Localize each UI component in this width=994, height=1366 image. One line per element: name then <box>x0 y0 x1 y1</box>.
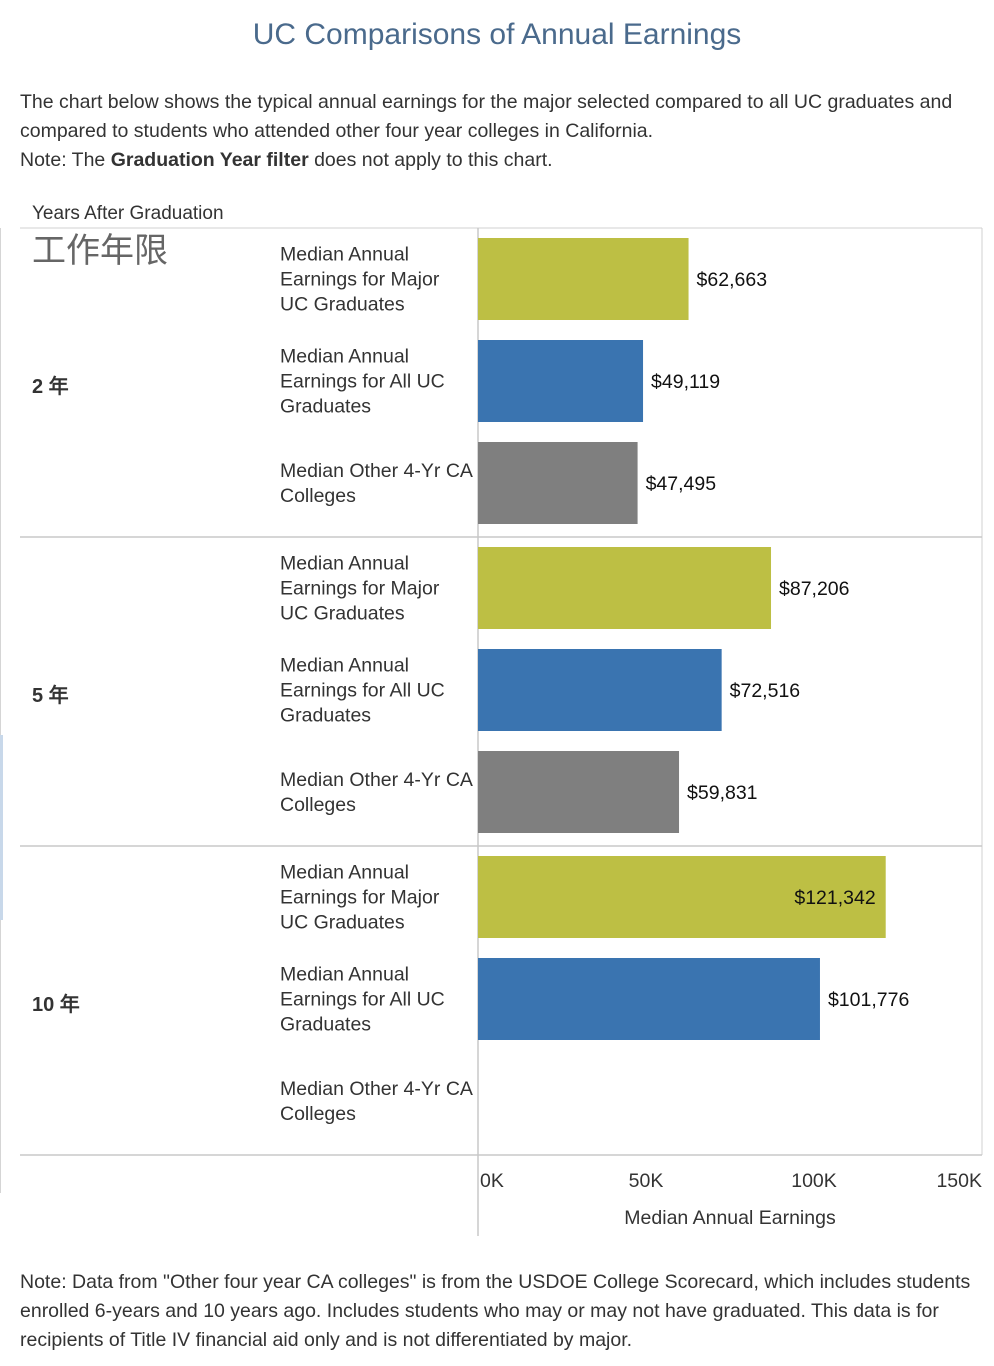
category-label: Median Other 4-Yr CA Colleges <box>280 460 473 507</box>
category-label: Median Annual Earnings for Major UC Gradua… <box>280 553 440 625</box>
x-tick-label: 150K <box>936 1170 982 1192</box>
description-note-prefix: Note: The <box>20 149 111 171</box>
bar-value-label: $72,516 <box>730 680 801 702</box>
scroll-thumb[interactable] <box>0 735 3 920</box>
x-axis-label: Median Annual Earnings <box>624 1207 836 1229</box>
group-label: 10 年 <box>32 992 80 1016</box>
x-tick-label: 50K <box>629 1170 664 1192</box>
category-label: Median Other 4-Yr CA Colleges <box>280 1078 473 1125</box>
description-note-bold: Graduation Year filter <box>110 149 309 171</box>
bar-value-label: $47,495 <box>646 473 717 495</box>
category-label: Median Annual Earnings for Major UC Gradua… <box>280 862 440 934</box>
bar-value-label: $101,776 <box>828 989 909 1011</box>
bar[interactable] <box>478 238 689 320</box>
scroll-rail <box>0 228 4 1193</box>
category-label: Median Annual Earnings for All UC Graduate… <box>280 346 445 418</box>
bar[interactable] <box>478 958 820 1040</box>
bar-value-label: $49,119 <box>651 371 720 393</box>
bar[interactable] <box>478 340 644 422</box>
bar[interactable] <box>478 442 638 524</box>
description-note-suffix: does not apply to this chart. <box>308 149 553 171</box>
bar-value-label: $62,663 <box>697 269 768 291</box>
bar[interactable] <box>478 649 722 731</box>
category-label: Median Annual Earnings for All UC Graduate… <box>280 655 445 727</box>
earnings-bar-chart: Years After Graduation 工作年限 2 年 Median Annu… <box>20 203 983 1236</box>
chart-description: The chart below shows the typical annual… <box>20 88 980 175</box>
x-tick-label: 0K <box>480 1170 504 1192</box>
row-header-title: Years After Graduation <box>32 203 224 224</box>
category-label: Median Annual Earnings for All UC Graduate… <box>280 964 445 1036</box>
page-title: UC Comparisons of Annual Earnings <box>252 18 742 51</box>
group-label: 2 年 <box>32 374 69 398</box>
description-text: The chart below shows the typical annual… <box>20 91 953 142</box>
category-label: Median Annual Earnings for Major UC Gradua… <box>280 244 440 316</box>
category-label: Median Other 4-Yr CA Colleges <box>280 769 473 816</box>
bar[interactable] <box>478 856 886 938</box>
bar[interactable] <box>478 547 772 629</box>
bar[interactable] <box>478 751 680 833</box>
group-label: 5 年 <box>32 683 69 707</box>
x-tick-label: 100K <box>791 1170 837 1192</box>
bar-value-label: $87,206 <box>779 578 850 600</box>
bar-value-label: $59,831 <box>687 782 758 804</box>
row-header-sublabel: 工作年限 <box>32 232 168 270</box>
footer-note: Note: Data from "Other four year CA coll… <box>20 1271 971 1351</box>
bar-value-label: $121,342 <box>794 887 875 909</box>
